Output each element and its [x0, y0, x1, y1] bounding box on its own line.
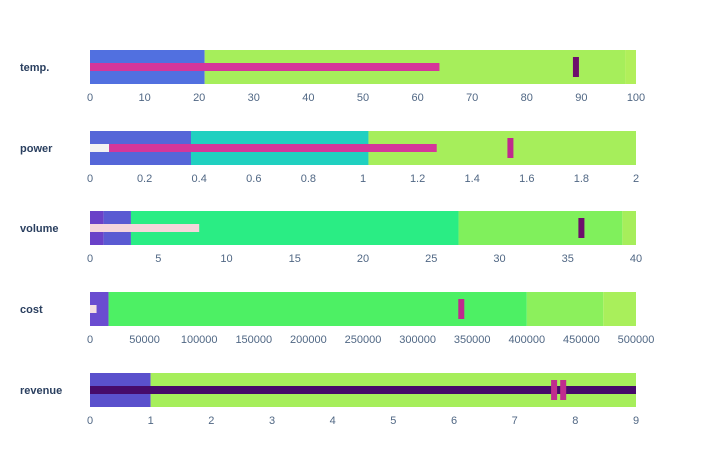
- range-band: [603, 292, 636, 326]
- tick-label: 450000: [563, 334, 600, 346]
- bullet-row-3: cost 0 50000 100000 150000 200000 250000 300000…: [20, 292, 654, 346]
- tick-label: 35: [562, 253, 574, 265]
- tick-label: 400000: [508, 334, 545, 346]
- tick-label: 70: [466, 92, 478, 104]
- tick-label: 10: [138, 92, 150, 104]
- tick-label: 60: [411, 92, 423, 104]
- target-marker: [572, 57, 579, 77]
- tick-label: 350000: [454, 334, 491, 346]
- tick-label: 1.6: [519, 173, 534, 185]
- measure-bar: [109, 144, 437, 152]
- tick-label: 500000: [618, 334, 655, 346]
- tick-label: 100000: [181, 334, 218, 346]
- target-marker: [507, 138, 514, 158]
- range-band: [625, 50, 636, 84]
- tick-label: 1: [360, 173, 366, 185]
- tick-label: 0: [87, 253, 93, 265]
- target-marker: [560, 380, 567, 400]
- bullet-label: revenue: [20, 385, 62, 397]
- tick-label: 40: [302, 92, 314, 104]
- bullet-row-1: power 0 0.2 0.4 0.6 0.8 1 1.2 1.4 1.6 1.8 2: [20, 131, 639, 185]
- tick-label: 25: [425, 253, 437, 265]
- tick-label: 0.8: [301, 173, 316, 185]
- tick-label: 90: [575, 92, 587, 104]
- measure-bar: [90, 386, 636, 394]
- tick-label: 0.2: [137, 173, 152, 185]
- tick-label: 9: [633, 415, 639, 427]
- range-band: [90, 292, 109, 326]
- tick-label: 0.6: [246, 173, 261, 185]
- tick-label: 5: [390, 415, 396, 427]
- tick-label: 1.4: [465, 173, 480, 185]
- tick-label: 1: [148, 415, 154, 427]
- bullet-label: cost: [20, 304, 43, 316]
- tick-label: 0.4: [192, 173, 207, 185]
- tick-label: 40: [630, 253, 642, 265]
- tick-label: 300000: [399, 334, 436, 346]
- tick-label: 1.2: [410, 173, 425, 185]
- tick-label: 2: [208, 415, 214, 427]
- tick-label: 1.8: [574, 173, 589, 185]
- tick-label: 4: [330, 415, 336, 427]
- range-band: [108, 292, 527, 326]
- bullet-label: temp.: [20, 62, 49, 74]
- tick-label: 80: [521, 92, 533, 104]
- tick-label: 50000: [129, 334, 160, 346]
- tick-label: 0: [87, 173, 93, 185]
- tick-label: 7: [512, 415, 518, 427]
- tick-label: 15: [289, 253, 301, 265]
- tick-label: 100: [627, 92, 645, 104]
- range-band: [526, 292, 604, 326]
- tick-label: 0: [87, 92, 93, 104]
- tick-label: 6: [451, 415, 457, 427]
- target-marker: [551, 380, 558, 400]
- bullet-label: volume: [20, 223, 59, 235]
- measure-bar: [90, 305, 97, 313]
- tick-label: 0: [87, 334, 93, 346]
- tick-label: 3: [269, 415, 275, 427]
- tick-label: 10: [220, 253, 232, 265]
- tick-label: 0: [87, 415, 93, 427]
- bullet-row-0: temp. 0 10 20 30 40 50 60 70 80 90 100: [20, 50, 645, 104]
- bullet-row-4: revenue 0 1 2 3 4 5 6 7 8 9: [20, 373, 639, 427]
- tick-label: 20: [193, 92, 205, 104]
- bullet-row-2: volume 0 5 10 15 20 25 30 35 40: [20, 211, 642, 265]
- tick-label: 20: [357, 253, 369, 265]
- measure-bar: [90, 63, 440, 71]
- tick-label: 200000: [290, 334, 327, 346]
- bullet-label: power: [20, 143, 53, 155]
- tick-label: 8: [572, 415, 578, 427]
- tick-label: 30: [493, 253, 505, 265]
- range-band: [622, 211, 636, 245]
- tick-label: 2: [633, 173, 639, 185]
- tick-label: 250000: [345, 334, 382, 346]
- range-band: [458, 211, 623, 245]
- tick-label: 50: [357, 92, 369, 104]
- tick-label: 150000: [235, 334, 272, 346]
- tick-label: 5: [155, 253, 161, 265]
- measure-bar: [90, 144, 110, 152]
- measure-bar: [90, 224, 200, 232]
- target-marker: [578, 218, 585, 238]
- tick-label: 30: [248, 92, 260, 104]
- target-marker: [458, 299, 465, 319]
